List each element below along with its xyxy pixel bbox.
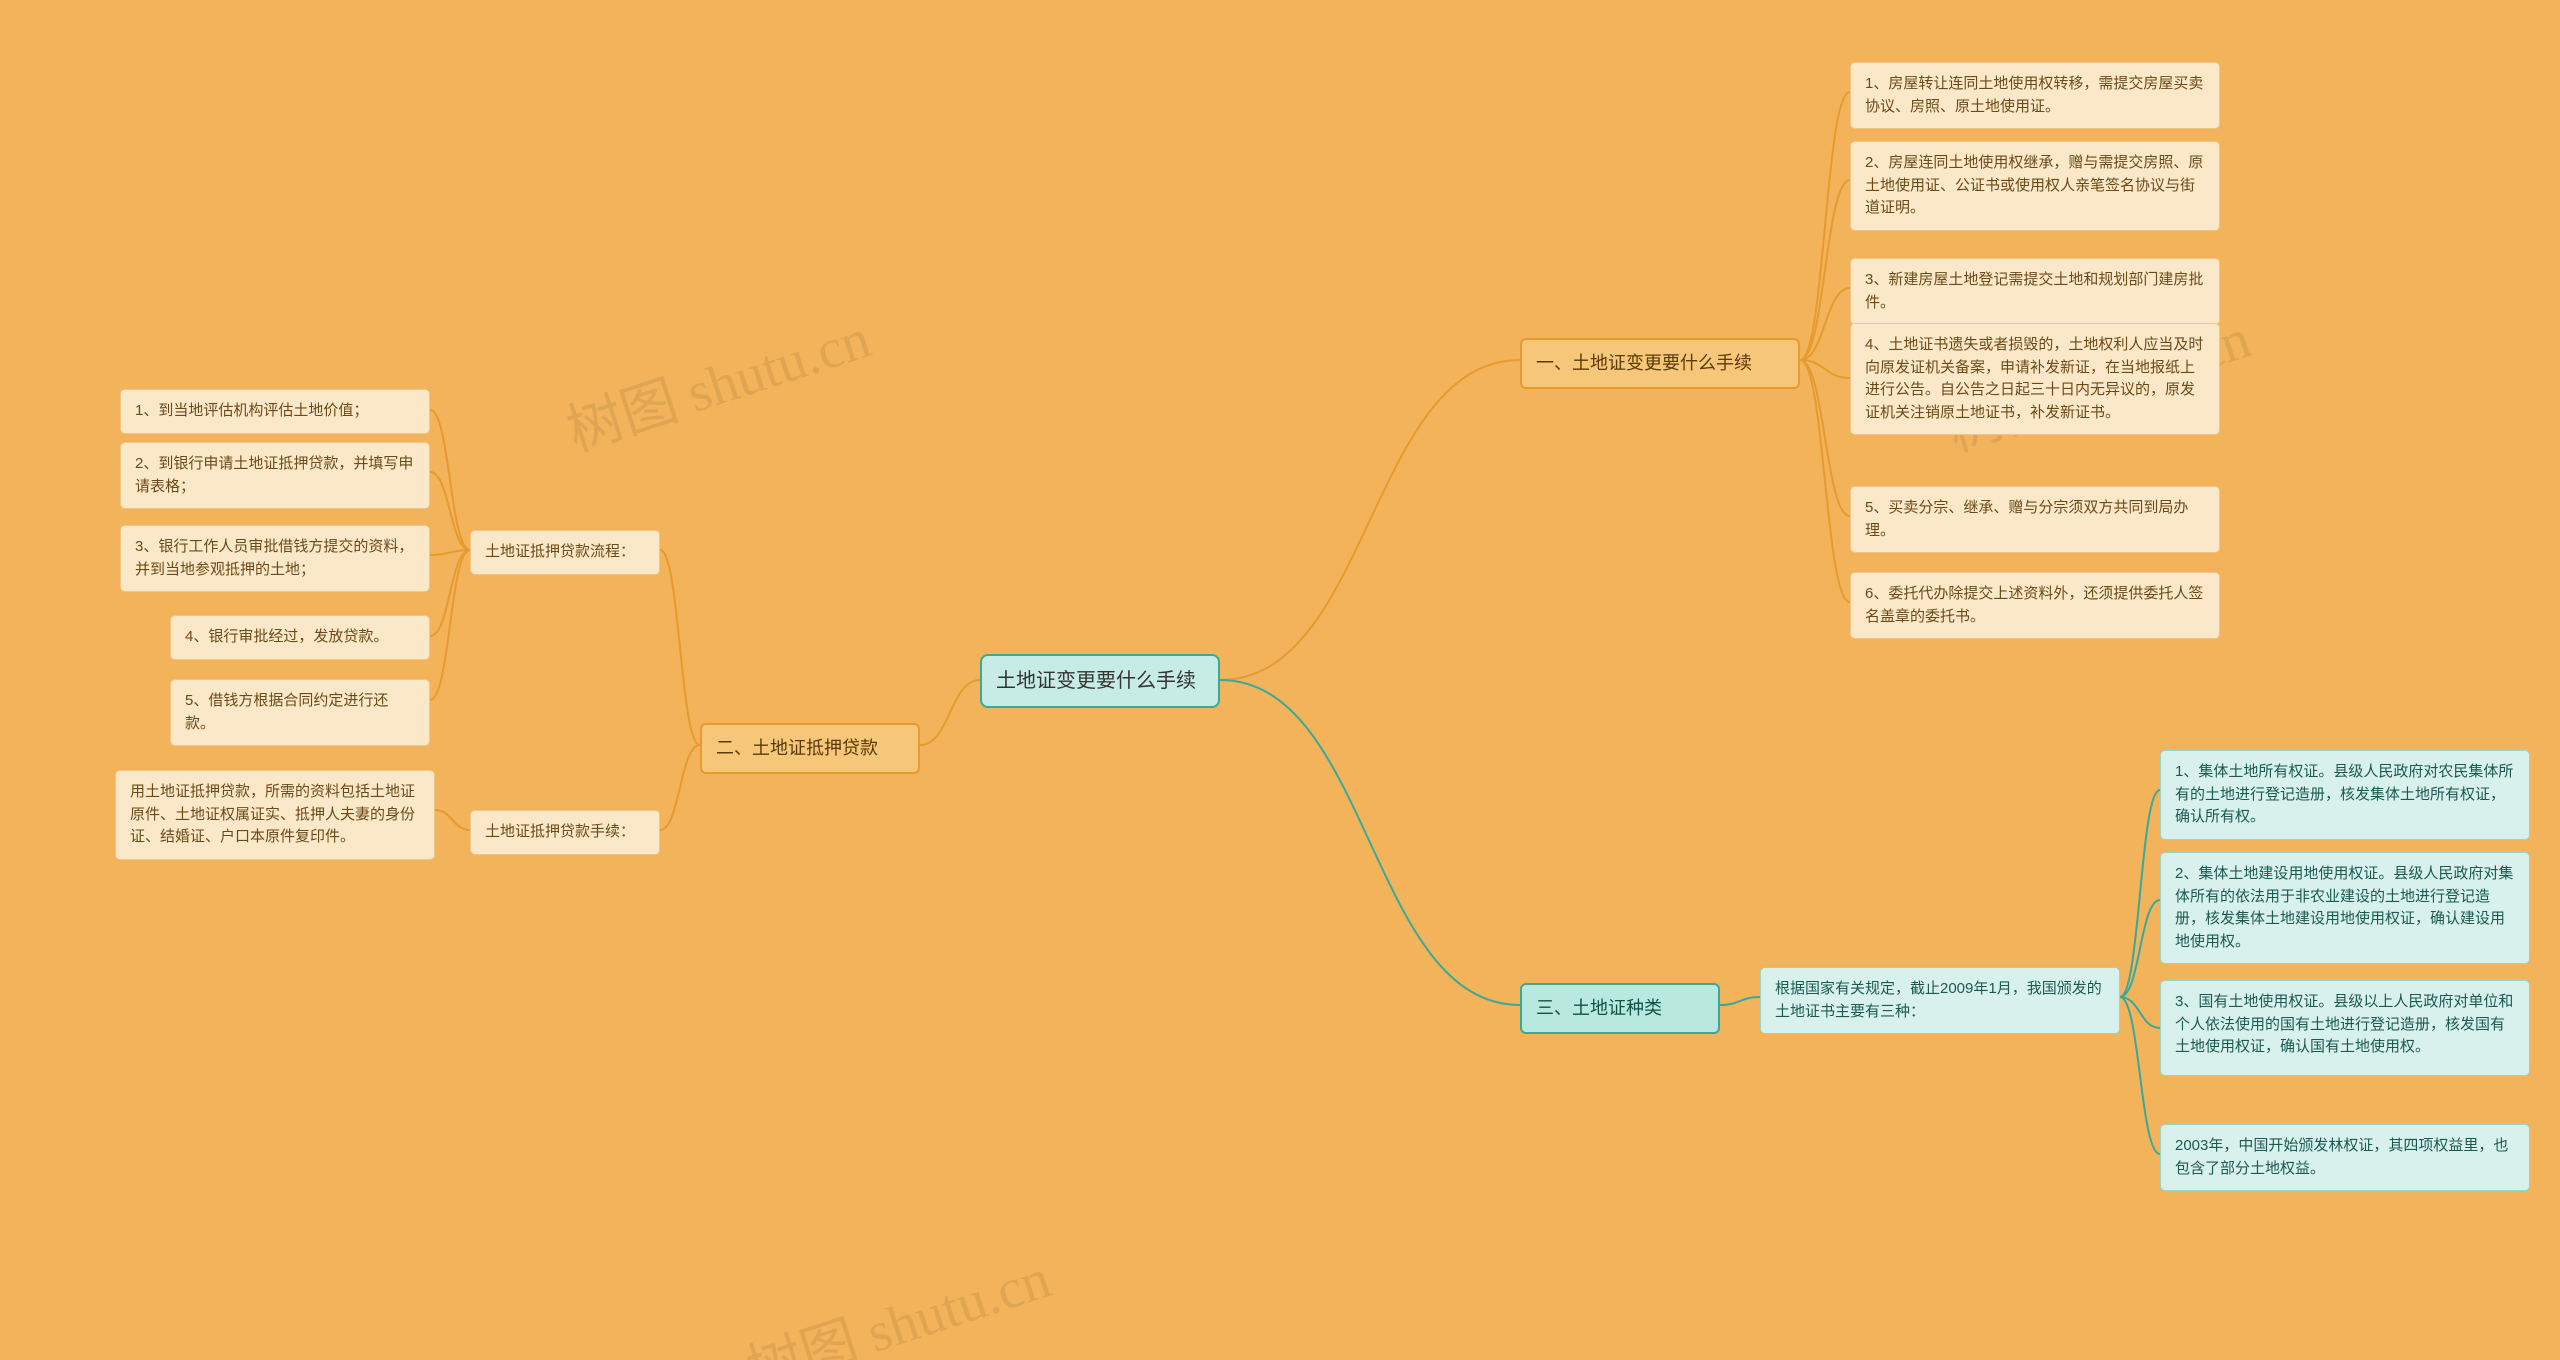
node-b3-a2[interactable]: 2、集体土地建设用地使用权证。县级人民政府对集体所有的依法用于非农业建设的土地进… bbox=[2160, 852, 2530, 964]
node-b3-a[interactable]: 根据国家有关规定，截止2009年1月，我国颁发的土地证书主要有三种： bbox=[1760, 967, 2120, 1034]
edge bbox=[1800, 360, 1850, 378]
edge bbox=[2120, 790, 2160, 997]
node-b2-a[interactable]: 土地证抵押贷款流程： bbox=[470, 530, 660, 575]
edge bbox=[435, 810, 470, 830]
node-b2-a3[interactable]: 3、银行工作人员审批借钱方提交的资料，并到当地参观抵押的土地； bbox=[120, 525, 430, 592]
edge bbox=[1720, 997, 1760, 1005]
node-b1-4[interactable]: 4、土地证书遗失或者损毁的，土地权利人应当及时向原发证机关备案，申请补发新证，在… bbox=[1850, 323, 2220, 435]
edge bbox=[660, 550, 700, 745]
edge bbox=[2120, 997, 2160, 1154]
node-b1-5[interactable]: 5、买卖分宗、继承、赠与分宗须双方共同到局办理。 bbox=[1850, 486, 2220, 553]
edge bbox=[2120, 997, 2160, 1028]
node-b2[interactable]: 二、土地证抵押贷款 bbox=[700, 723, 920, 774]
node-b1-6[interactable]: 6、委托代办除提交上述资料外，还须提供委托人签名盖章的委托书。 bbox=[1850, 572, 2220, 639]
node-root[interactable]: 土地证变更要什么手续 bbox=[980, 654, 1220, 708]
edge bbox=[1220, 360, 1520, 680]
edge bbox=[1220, 680, 1520, 1005]
edge bbox=[1800, 360, 1850, 602]
node-b2-b[interactable]: 土地证抵押贷款手续： bbox=[470, 810, 660, 855]
node-b3-a3[interactable]: 3、国有土地使用权证。县级以上人民政府对单位和个人依法使用的国有土地进行登记造册… bbox=[2160, 980, 2530, 1076]
node-b2-a2[interactable]: 2、到银行申请土地证抵押贷款，并填写申请表格； bbox=[120, 442, 430, 509]
node-b1-3[interactable]: 3、新建房屋土地登记需提交土地和规划部门建房批件。 bbox=[1850, 258, 2220, 325]
mindmap-canvas: 树图 shutu.cn树图 shutu.cn树图 shutu.cn土地证变更要什… bbox=[0, 0, 2560, 1360]
edge bbox=[920, 680, 980, 745]
node-b1[interactable]: 一、土地证变更要什么手续 bbox=[1520, 338, 1800, 389]
node-b2-b1[interactable]: 用土地证抵押贷款，所需的资料包括土地证原件、土地证权属证实、抵押人夫妻的身份证、… bbox=[115, 770, 435, 860]
edge bbox=[2120, 900, 2160, 997]
edge bbox=[430, 550, 470, 700]
edge bbox=[1800, 92, 1850, 360]
edge bbox=[1800, 180, 1850, 360]
watermark: 树图 shutu.cn bbox=[555, 293, 879, 467]
node-b2-a1[interactable]: 1、到当地评估机构评估土地价值； bbox=[120, 389, 430, 434]
edge bbox=[660, 745, 700, 830]
edge bbox=[1800, 360, 1850, 516]
edge bbox=[430, 550, 470, 636]
node-b3-a1[interactable]: 1、集体土地所有权证。县级人民政府对农民集体所有的土地进行登记造册，核发集体土地… bbox=[2160, 750, 2530, 840]
edge bbox=[430, 410, 470, 550]
edge bbox=[430, 472, 470, 550]
node-b2-a4[interactable]: 4、银行审批经过，发放贷款。 bbox=[170, 615, 430, 660]
node-b1-1[interactable]: 1、房屋转让连同土地使用权转移，需提交房屋买卖协议、房照、原土地使用证。 bbox=[1850, 62, 2220, 129]
watermark: 树图 shutu.cn bbox=[735, 1233, 1059, 1360]
node-b3-a4[interactable]: 2003年，中国开始颁发林权证，其四项权益里，也包含了部分土地权益。 bbox=[2160, 1124, 2530, 1191]
edge bbox=[1800, 288, 1850, 360]
node-b1-2[interactable]: 2、房屋连同土地使用权继承，赠与需提交房照、原土地使用证、公证书或使用权人亲笔签… bbox=[1850, 141, 2220, 231]
node-b3[interactable]: 三、土地证种类 bbox=[1520, 983, 1720, 1034]
edge bbox=[430, 550, 470, 555]
node-b2-a5[interactable]: 5、借钱方根据合同约定进行还款。 bbox=[170, 679, 430, 746]
